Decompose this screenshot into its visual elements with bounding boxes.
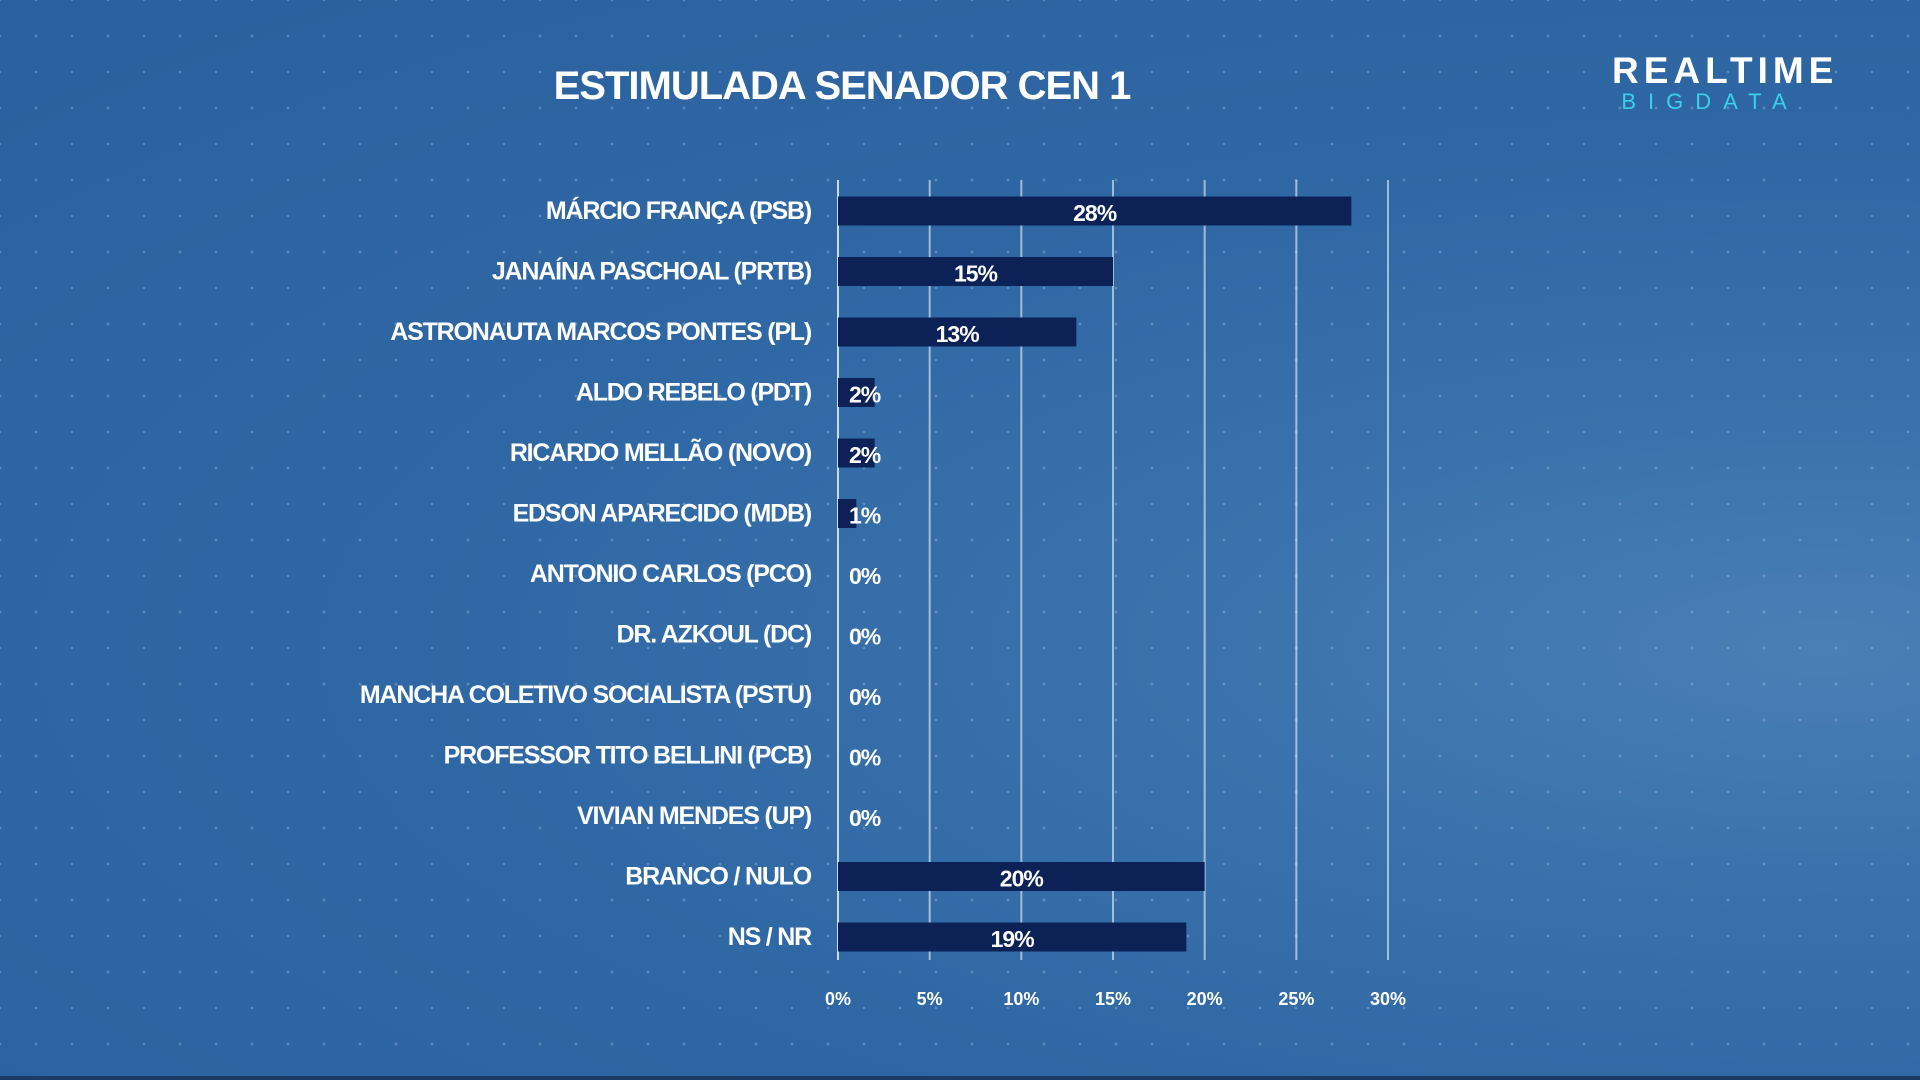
- data-label: 1%: [849, 503, 881, 529]
- bar: [838, 862, 1205, 891]
- bottom-divider: [0, 1076, 1920, 1080]
- realtime-bigdata-logo: REALTIME BIGDATA: [1612, 50, 1839, 114]
- category-label: DR. AZKOUL (DC): [617, 621, 812, 649]
- category-label: ALDO REBELO (PDT): [576, 379, 812, 407]
- category-label: NS / NR: [728, 923, 812, 951]
- category-label: MÁRCIO FRANÇA (PSB): [546, 196, 812, 225]
- category-label: MANCHA COLETIVO SOCIALISTA (PSTU): [360, 681, 812, 709]
- logo-text-top: REALTIME: [1612, 50, 1839, 91]
- x-tick-label: 25%: [1278, 989, 1314, 1009]
- data-label: 2%: [849, 382, 881, 408]
- x-tick-label: 0%: [825, 989, 851, 1009]
- data-label: 0%: [849, 624, 881, 650]
- bar: [838, 196, 1352, 226]
- category-label: VIVIAN MENDES (UP): [577, 802, 812, 830]
- category-label: EDSON APARECIDO (MDB): [513, 500, 812, 528]
- x-tick-label: 10%: [1003, 989, 1039, 1009]
- logo-text-bottom: BIGDATA: [1621, 89, 1799, 114]
- category-label: ANTONIO CARLOS (PCO): [530, 560, 812, 588]
- data-label: 19%: [991, 926, 1035, 952]
- bar: [838, 499, 857, 528]
- x-tick-label: 30%: [1370, 989, 1406, 1009]
- chart-title: ESTIMULADA SENADOR CEN 1: [553, 64, 1132, 108]
- x-tick-label: 20%: [1187, 989, 1223, 1009]
- data-label: 15%: [954, 261, 998, 287]
- data-label: 0%: [849, 805, 881, 831]
- bar: [838, 257, 1113, 286]
- x-tick-label: 15%: [1095, 989, 1131, 1009]
- category-label: JANAÍNA PASCHOAL (PRTB): [492, 257, 812, 286]
- category-label: RICARDO MELLÃO (NOVO): [510, 437, 812, 467]
- bar: [838, 438, 875, 468]
- category-label: ASTRONAUTA MARCOS PONTES (PL): [390, 318, 812, 346]
- data-label: 0%: [849, 563, 881, 589]
- x-tick-label: 5%: [917, 989, 943, 1009]
- bar: [838, 922, 1187, 952]
- data-label: 2%: [849, 442, 881, 468]
- category-label: PROFESSOR TITO BELLINI (PCB): [444, 742, 812, 770]
- data-label: 0%: [849, 684, 881, 710]
- data-label: 20%: [1000, 866, 1044, 892]
- bar: [838, 317, 1077, 347]
- bar: [838, 378, 875, 407]
- data-label: 13%: [936, 321, 980, 347]
- category-label: BRANCO / NULO: [625, 863, 812, 891]
- data-label: 28%: [1073, 200, 1117, 226]
- data-label: 0%: [849, 745, 881, 771]
